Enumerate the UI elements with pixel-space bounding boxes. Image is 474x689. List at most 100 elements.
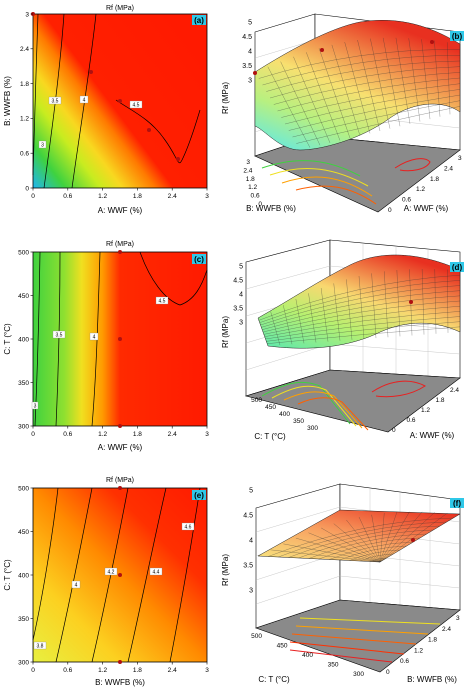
mesh-line bbox=[281, 83, 461, 118]
x-tick-label: 0 bbox=[388, 207, 392, 214]
panel-b-label: (b) bbox=[452, 32, 463, 41]
contour-label: 3.5 bbox=[56, 333, 63, 339]
mesh-line bbox=[260, 285, 461, 326]
mesh-line bbox=[293, 56, 331, 143]
y-tick-label: 400 bbox=[18, 572, 29, 579]
panel-a-x-ticks: 0 0.6 1.2 1.8 2.4 3 bbox=[31, 188, 209, 200]
z-tick-label: 4.5 bbox=[243, 512, 253, 519]
panel-d-floor-contours bbox=[261, 380, 426, 431]
x-tick-label: 1.2 bbox=[98, 667, 107, 674]
z-tick-label: 4 bbox=[239, 291, 243, 298]
x-tick-label: 1.2 bbox=[414, 647, 423, 654]
panel-c-contour-labels: 3 3.5 4 4.5 bbox=[31, 296, 169, 410]
design-point bbox=[118, 660, 122, 664]
z-tick-label: 5 bbox=[248, 19, 252, 26]
panel-c-design-points bbox=[118, 250, 122, 428]
mesh-line bbox=[259, 280, 461, 323]
panel-a-label-box bbox=[192, 15, 206, 25]
x-tick-label: 3 bbox=[205, 431, 209, 438]
mesh-line bbox=[278, 521, 447, 558]
mesh-line bbox=[258, 275, 461, 321]
x-tick-label: 0.6 bbox=[402, 197, 411, 204]
mesh-line bbox=[318, 537, 421, 560]
mesh-line bbox=[379, 512, 435, 563]
panel-f-surface-mesh bbox=[268, 511, 454, 563]
y-tick-label: 1.2 bbox=[20, 116, 29, 123]
y-tick-label: 500 bbox=[251, 633, 262, 640]
panel-d-label-box bbox=[450, 262, 464, 272]
y-tick-label: 450 bbox=[265, 404, 276, 411]
x-tick-label: 0 bbox=[31, 193, 35, 200]
panel-c-x-ticks: 0 0.6 1.2 1.8 2.4 3 bbox=[31, 426, 209, 438]
x-tick-label: 1.8 bbox=[430, 176, 439, 183]
mesh-line bbox=[371, 273, 377, 339]
y-tick-label: 0.6 bbox=[251, 193, 260, 200]
y-tick-label: 350 bbox=[18, 380, 29, 387]
mesh-line bbox=[267, 66, 311, 148]
mesh-line bbox=[283, 305, 293, 345]
mesh-line bbox=[371, 514, 381, 563]
mesh-line bbox=[262, 295, 461, 330]
y-tick-label: 500 bbox=[18, 249, 29, 256]
design-point bbox=[176, 157, 180, 161]
x-tick-label: 1.8 bbox=[428, 637, 437, 644]
mesh-line bbox=[270, 311, 281, 346]
y-tick-label: 1.8 bbox=[246, 176, 255, 183]
z-tick-label: 4 bbox=[248, 48, 252, 55]
panel-b-response-surface bbox=[254, 20, 461, 151]
panel-b-floor-contours bbox=[261, 158, 431, 205]
y-tick-label: 2.4 bbox=[20, 46, 29, 53]
y-tick-label: 400 bbox=[302, 652, 313, 659]
mesh-line bbox=[288, 94, 461, 131]
panel-b-point bbox=[430, 40, 434, 44]
mesh-line bbox=[321, 288, 329, 342]
panel-d-point bbox=[409, 300, 413, 304]
design-point bbox=[118, 424, 122, 428]
panel-f-label-box bbox=[450, 498, 464, 508]
mesh-line bbox=[339, 545, 407, 561]
mesh-line bbox=[447, 42, 451, 115]
mesh-line bbox=[280, 61, 321, 146]
mesh-line bbox=[447, 269, 449, 333]
panel-e-contour-labels: 3.8 4 4.2 4.4 4.6 bbox=[33, 522, 195, 650]
mesh-line bbox=[422, 268, 425, 335]
panel-a-y-label: B: WWFB (%) bbox=[3, 76, 12, 126]
y-tick-label: 1.2 bbox=[248, 184, 257, 191]
design-point bbox=[118, 99, 122, 103]
mesh-line bbox=[370, 38, 391, 129]
panel-a-contour-labels: 3 3.5 4 4.5 bbox=[38, 95, 143, 149]
panel-e-x-ticks: 0 0.6 1.2 1.8 2.4 3 bbox=[31, 662, 209, 674]
x-tick-label: 2.4 bbox=[168, 667, 177, 674]
mesh-line bbox=[268, 517, 454, 557]
mesh-line bbox=[329, 541, 414, 560]
panel-f: 3 3.5 4 4.5 5 Rf (MPa) 300 350 400 450 500 0 0.6 1… bbox=[221, 483, 464, 684]
mesh-line bbox=[292, 100, 461, 138]
panel-b-x-label: A: WWF (%) bbox=[404, 204, 449, 213]
mesh-line bbox=[408, 38, 421, 122]
panel-c-contour-3.5 bbox=[55, 251, 61, 427]
x-tick-label: 3 bbox=[205, 193, 209, 200]
design-point bbox=[89, 70, 93, 74]
panel-b-label-box bbox=[450, 31, 464, 41]
panel-c-x-label: A: WWF (%) bbox=[98, 443, 143, 452]
panel-f-label: (f) bbox=[453, 499, 461, 508]
contour-label: 3.5 bbox=[52, 99, 59, 105]
y-tick-label: 0 bbox=[258, 201, 262, 208]
panel-c-label: (c) bbox=[194, 255, 204, 264]
panel-b-surface-mesh bbox=[258, 37, 461, 148]
panel-e-title: Rf (MPa) bbox=[106, 477, 134, 484]
z-tick-label: 5 bbox=[239, 263, 243, 270]
y-tick-label: 3 bbox=[246, 159, 250, 166]
y-tick-label: 400 bbox=[279, 411, 290, 418]
panel-a-title: Rf (MPa) bbox=[106, 5, 134, 12]
y-tick-label: 450 bbox=[18, 529, 29, 536]
x-tick-label: 0.6 bbox=[63, 667, 72, 674]
mesh-line bbox=[396, 270, 401, 337]
panel-c-title: Rf (MPa) bbox=[106, 241, 134, 248]
mesh-line bbox=[379, 513, 385, 563]
contour-label: 3.8 bbox=[37, 644, 44, 650]
panel-e-design-points bbox=[118, 486, 122, 664]
panel-f-y-ticks: 300 350 400 450 500 bbox=[251, 633, 364, 678]
mesh-line bbox=[421, 39, 431, 120]
panel-f-x-ticks: 0 0.6 1.2 1.8 2.4 3 bbox=[386, 615, 460, 676]
